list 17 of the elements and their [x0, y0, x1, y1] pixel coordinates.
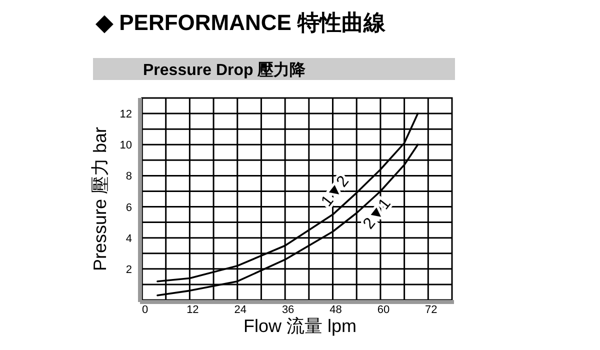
- x-tick-label: 72: [425, 304, 438, 316]
- y-tick-label: 2: [126, 264, 132, 276]
- y-tick-label: 4: [126, 232, 132, 245]
- chart-subtitle: Pressure Drop 壓力降: [143, 61, 307, 79]
- x-tick-label: 24: [234, 304, 247, 316]
- x-tick-label: 0: [142, 304, 148, 316]
- x-tick-label: 12: [186, 304, 199, 316]
- x-axis-title: Flow 流量 lpm: [243, 316, 357, 336]
- x-tick-label: 36: [282, 304, 294, 316]
- y-axis-title: Pressure 壓力 bar: [90, 126, 110, 272]
- chart-title: ◆ PERFORMANCE 特性曲線: [95, 10, 387, 35]
- y-tick-label: 10: [120, 140, 132, 152]
- y-tick-label: 8: [126, 170, 132, 183]
- x-tick-label: 48: [330, 304, 342, 316]
- y-tick-label: 12: [120, 108, 132, 121]
- x-tick-label: 60: [377, 304, 390, 316]
- y-tick-label: 6: [126, 202, 132, 214]
